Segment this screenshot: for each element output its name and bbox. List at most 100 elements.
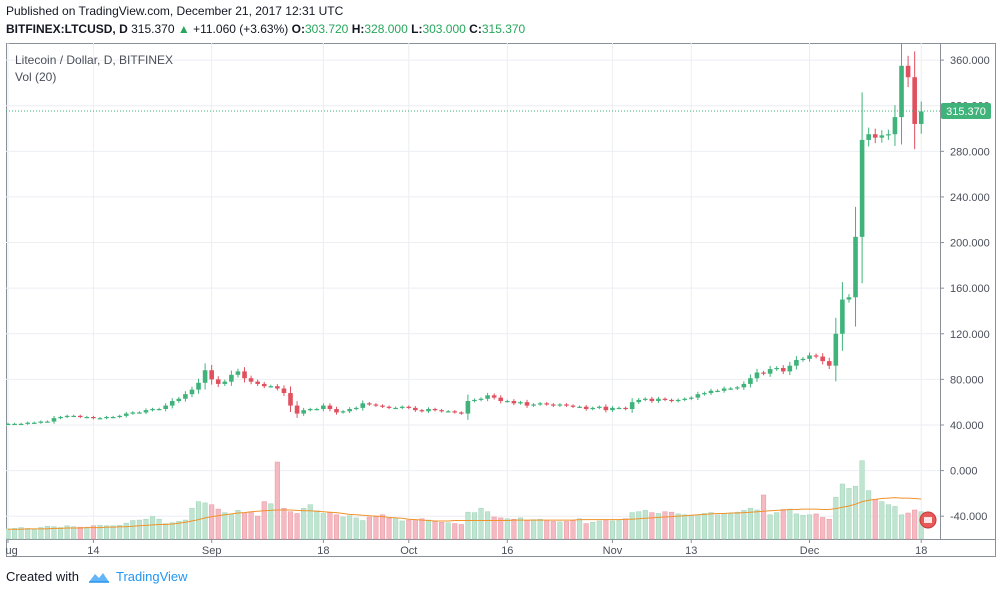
volume-bar bbox=[669, 511, 675, 540]
candle-body bbox=[150, 409, 155, 411]
volume-bar bbox=[51, 526, 57, 540]
candle-body bbox=[229, 374, 234, 382]
candle-body bbox=[879, 135, 885, 138]
volume-bar bbox=[813, 513, 819, 540]
candle-body bbox=[518, 402, 523, 404]
candle-body bbox=[91, 416, 96, 419]
volume-bar bbox=[544, 520, 550, 540]
volume-bar bbox=[846, 488, 852, 540]
volume-bar bbox=[209, 504, 215, 540]
volume-bar bbox=[176, 521, 182, 540]
candle-body bbox=[45, 421, 50, 423]
candle-body bbox=[820, 356, 825, 362]
volume-bar bbox=[379, 514, 386, 540]
volume-bar bbox=[432, 521, 438, 540]
volume-bar bbox=[287, 511, 294, 540]
candle-body bbox=[406, 406, 412, 408]
volume-bar bbox=[485, 511, 491, 540]
candle-body bbox=[399, 406, 405, 408]
volume-bar bbox=[642, 510, 648, 540]
candle-body bbox=[189, 389, 195, 395]
chart-panel[interactable]: 360.000320.000280.000240.000200.000160.0… bbox=[0, 37, 996, 557]
volume-bar bbox=[721, 513, 727, 540]
candle-body bbox=[590, 407, 596, 410]
volume-bar bbox=[406, 519, 412, 540]
grid-lines bbox=[6, 43, 940, 539]
volume-bar bbox=[609, 520, 615, 540]
candle-body bbox=[616, 407, 622, 410]
candle-body bbox=[833, 333, 839, 366]
volume-bar bbox=[294, 513, 300, 540]
volume-bar bbox=[58, 527, 64, 540]
candle-body bbox=[767, 369, 773, 374]
volume-bar bbox=[307, 504, 313, 540]
candle-body bbox=[872, 134, 878, 138]
created-with-label: Created with bbox=[6, 569, 79, 584]
volume-bar bbox=[682, 514, 688, 540]
candle-body bbox=[196, 382, 201, 390]
price-axis[interactable]: 360.000320.000280.000240.000200.000160.0… bbox=[940, 55, 990, 523]
tradingview-link[interactable]: TradingView bbox=[87, 569, 188, 584]
volume-bar bbox=[537, 518, 543, 540]
candle-body bbox=[741, 383, 747, 388]
volume-bar bbox=[531, 519, 537, 540]
candle-body bbox=[25, 422, 31, 424]
candle-body bbox=[18, 423, 24, 426]
candle-body bbox=[675, 399, 681, 402]
candle-body bbox=[445, 411, 451, 413]
price-change: +11.060 (+3.63%) bbox=[193, 22, 289, 36]
volume-bar bbox=[675, 513, 681, 540]
volume-bar bbox=[728, 513, 734, 540]
flag-icon[interactable] bbox=[919, 511, 937, 529]
price-chart[interactable]: 360.000320.000280.000240.000200.000160.0… bbox=[0, 37, 996, 557]
volume-bar bbox=[767, 514, 773, 540]
volume-bar bbox=[189, 507, 195, 540]
x-tick-label: Oct bbox=[400, 545, 417, 557]
candle-body bbox=[564, 404, 569, 406]
volume-bar bbox=[327, 512, 333, 540]
last-price: 315.370 bbox=[131, 22, 175, 36]
chart-title: Litecoin / Dollar, D, BITFINEX bbox=[15, 53, 173, 67]
candle-body bbox=[905, 65, 911, 78]
volume-bar bbox=[274, 461, 280, 540]
candle-body bbox=[623, 407, 628, 410]
candle-body bbox=[202, 370, 208, 383]
candle-body bbox=[853, 236, 858, 298]
candle-body bbox=[222, 381, 228, 384]
volume-bar bbox=[879, 501, 885, 540]
candle-body bbox=[334, 409, 339, 413]
candle-body bbox=[649, 398, 655, 402]
candle-body bbox=[583, 406, 589, 410]
volume-bar bbox=[806, 514, 813, 540]
volume-bar bbox=[38, 527, 44, 540]
volume-bar bbox=[517, 517, 524, 540]
volume-bar bbox=[320, 513, 326, 540]
volume-bar bbox=[577, 518, 583, 540]
candle-body bbox=[360, 403, 366, 408]
candle-body bbox=[143, 410, 149, 413]
volume-bar bbox=[747, 507, 753, 540]
volume-bar bbox=[905, 512, 911, 540]
y-tick-label: 160.000 bbox=[950, 283, 990, 295]
candle-body bbox=[71, 415, 76, 418]
volume-bar bbox=[123, 522, 129, 540]
volume-bar bbox=[439, 522, 445, 540]
candle-body bbox=[255, 381, 260, 384]
volume-bar bbox=[623, 518, 629, 540]
x-tick-label: Nov bbox=[603, 545, 623, 557]
volume-bar bbox=[241, 512, 248, 540]
y-tick-label: 360.000 bbox=[950, 55, 990, 67]
time-axis[interactable]: Aug 14 Sep 18 Oct 16 Nov 13 Dec 18 bbox=[0, 539, 927, 557]
volume-bar bbox=[754, 509, 760, 540]
candle-body bbox=[485, 395, 490, 399]
candle-body bbox=[734, 387, 740, 389]
volume-bar bbox=[149, 516, 156, 540]
candle-body bbox=[353, 407, 359, 410]
volume-bar bbox=[222, 512, 228, 540]
quote-line: BITFINEX:LTCUSD, D 315.370 ▲ +11.060 (+3… bbox=[6, 22, 525, 36]
candle-body bbox=[918, 111, 924, 124]
candles bbox=[5, 37, 924, 426]
candle-body bbox=[912, 77, 917, 124]
candle-body bbox=[544, 403, 550, 405]
indicator-label: Vol (20) bbox=[15, 70, 56, 84]
